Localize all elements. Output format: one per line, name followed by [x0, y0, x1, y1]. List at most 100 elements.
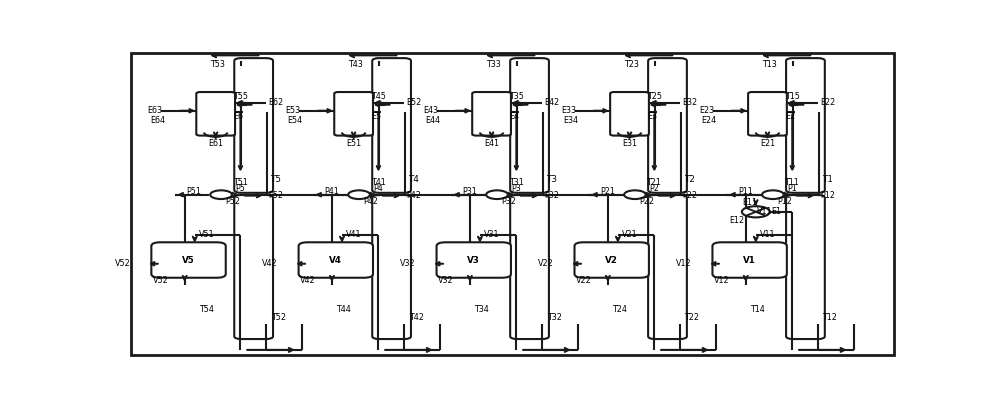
- FancyBboxPatch shape: [648, 195, 687, 339]
- Text: E23: E23: [699, 106, 714, 115]
- Text: E41: E41: [484, 139, 499, 149]
- Text: V4: V4: [329, 255, 342, 265]
- Text: E4: E4: [509, 112, 519, 121]
- Text: P42: P42: [364, 197, 379, 206]
- Circle shape: [486, 190, 508, 199]
- Text: V21: V21: [622, 230, 637, 239]
- Text: V5: V5: [182, 255, 195, 265]
- Text: T21: T21: [647, 179, 661, 187]
- Circle shape: [210, 190, 232, 199]
- Text: P52: P52: [226, 197, 241, 206]
- FancyBboxPatch shape: [786, 195, 825, 339]
- Text: T54: T54: [199, 305, 214, 314]
- Text: E63: E63: [147, 106, 162, 115]
- Text: T42: T42: [409, 313, 424, 322]
- Text: V52: V52: [153, 276, 169, 285]
- Text: V22: V22: [576, 276, 592, 285]
- Text: P51: P51: [186, 187, 201, 196]
- Text: P12: P12: [778, 197, 792, 206]
- Circle shape: [348, 190, 370, 199]
- Circle shape: [624, 190, 646, 199]
- Text: T52: T52: [271, 313, 286, 322]
- Text: T13: T13: [762, 60, 777, 69]
- Text: E22: E22: [820, 98, 835, 107]
- Text: T25: T25: [647, 92, 662, 101]
- Circle shape: [762, 190, 784, 199]
- Text: V11: V11: [757, 207, 773, 216]
- Text: E34: E34: [564, 116, 579, 125]
- Text: T32: T32: [547, 313, 561, 322]
- FancyBboxPatch shape: [334, 92, 373, 136]
- Text: T51: T51: [233, 179, 248, 187]
- FancyBboxPatch shape: [151, 242, 226, 278]
- Text: E64: E64: [150, 116, 165, 125]
- Text: E21: E21: [760, 139, 775, 149]
- Text: P11: P11: [738, 187, 753, 196]
- Text: T34: T34: [475, 305, 489, 314]
- Text: P21: P21: [600, 187, 615, 196]
- Text: T44: T44: [337, 305, 351, 314]
- Text: P31: P31: [462, 187, 477, 196]
- Text: E51: E51: [346, 139, 361, 149]
- Text: E2: E2: [785, 112, 795, 121]
- FancyBboxPatch shape: [196, 92, 235, 136]
- Text: P32: P32: [502, 197, 517, 206]
- Text: E1: E1: [771, 207, 781, 216]
- Text: P3: P3: [511, 184, 521, 193]
- Text: T22: T22: [685, 313, 700, 322]
- Text: P5: P5: [235, 184, 245, 193]
- Text: T45: T45: [371, 92, 386, 101]
- Text: E32: E32: [682, 98, 697, 107]
- Text: T53: T53: [210, 60, 225, 69]
- Text: P12: P12: [820, 191, 835, 200]
- FancyBboxPatch shape: [574, 242, 649, 278]
- Text: V32: V32: [400, 259, 416, 267]
- Text: E62: E62: [268, 98, 284, 107]
- Text: P22: P22: [640, 197, 655, 206]
- Text: E42: E42: [544, 98, 559, 107]
- FancyBboxPatch shape: [437, 242, 511, 278]
- Text: T33: T33: [486, 60, 501, 69]
- Text: V2: V2: [605, 255, 618, 265]
- Text: V51: V51: [199, 230, 214, 239]
- Text: E31: E31: [622, 139, 637, 149]
- FancyBboxPatch shape: [786, 58, 825, 193]
- Text: P2: P2: [649, 184, 659, 193]
- Text: P42: P42: [406, 191, 421, 200]
- Text: T5: T5: [270, 175, 281, 184]
- Text: V12: V12: [676, 259, 692, 267]
- Text: T35: T35: [509, 92, 524, 101]
- Text: V11: V11: [760, 230, 775, 239]
- Text: E3: E3: [647, 112, 657, 121]
- Text: T23: T23: [624, 60, 639, 69]
- FancyBboxPatch shape: [510, 58, 549, 193]
- Text: P32: P32: [544, 191, 559, 200]
- Text: T14: T14: [750, 305, 765, 314]
- Text: E5: E5: [371, 112, 382, 121]
- FancyBboxPatch shape: [472, 92, 511, 136]
- FancyBboxPatch shape: [234, 195, 273, 339]
- Text: E52: E52: [406, 98, 422, 107]
- Text: E54: E54: [288, 116, 303, 125]
- Text: E43: E43: [423, 106, 438, 115]
- FancyBboxPatch shape: [648, 58, 687, 193]
- Text: V41: V41: [346, 230, 361, 239]
- Text: P52: P52: [268, 191, 283, 200]
- Text: T4: T4: [408, 175, 419, 184]
- FancyBboxPatch shape: [610, 92, 649, 136]
- Circle shape: [742, 206, 770, 217]
- Text: P4: P4: [373, 184, 383, 193]
- Text: E6: E6: [234, 112, 244, 121]
- Text: T41: T41: [371, 179, 385, 187]
- Text: T3: T3: [546, 175, 557, 184]
- Text: E11: E11: [742, 198, 757, 207]
- Text: P22: P22: [682, 191, 697, 200]
- FancyBboxPatch shape: [712, 242, 787, 278]
- Text: V12: V12: [714, 276, 730, 285]
- Text: P41: P41: [324, 187, 339, 196]
- Text: E44: E44: [426, 116, 441, 125]
- Text: T24: T24: [612, 305, 627, 314]
- Text: T11: T11: [785, 179, 799, 187]
- Text: V3: V3: [467, 255, 480, 265]
- Text: V31: V31: [484, 230, 499, 239]
